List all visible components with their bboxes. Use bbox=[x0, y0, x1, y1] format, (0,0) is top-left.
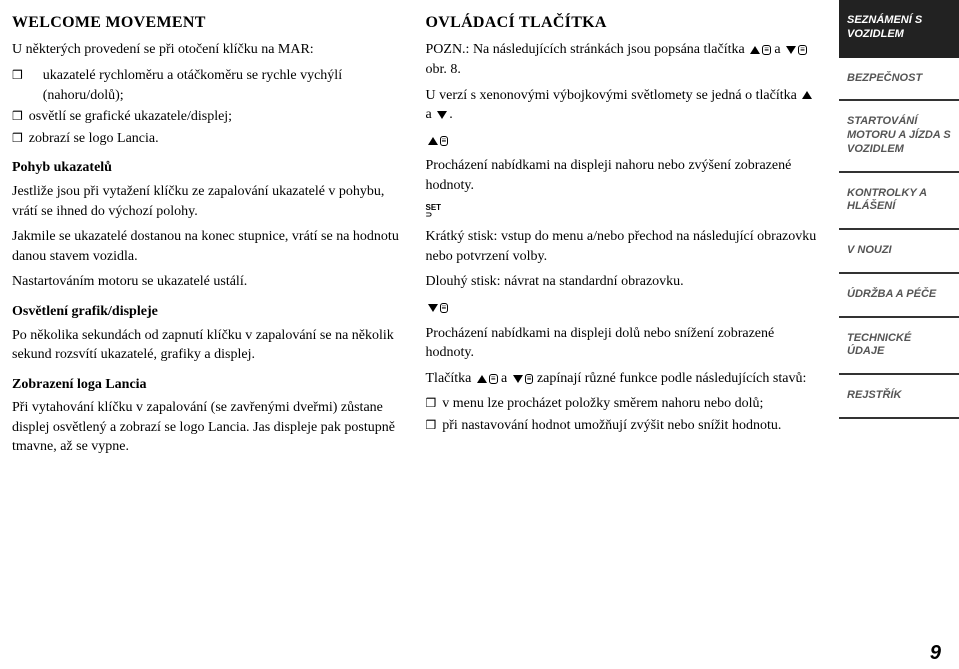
paragraph: Krátký stisk: vstup do menu a/nebo přech… bbox=[426, 227, 820, 266]
heading-ovladaci: OVLÁDACÍ TLAČÍTKA bbox=[426, 12, 820, 34]
paragraph-xenon: U verzí s xenonovými výbojkovými světlom… bbox=[426, 86, 820, 125]
set-icon: SET⊃ bbox=[426, 204, 442, 218]
paragraph: Procházení nabídkami na displeji nahoru … bbox=[426, 156, 820, 195]
scroll-icon: ≡ bbox=[440, 136, 449, 146]
triangle-down-icon bbox=[786, 40, 796, 60]
heading-welcome: WELCOME MOVEMENT bbox=[12, 12, 406, 34]
sidebar-item-technicke[interactable]: TECHNICKÉ ÚDAJE bbox=[839, 318, 959, 376]
page-number: 9 bbox=[930, 639, 941, 667]
text-segment: POZN.: Na následujících stránkách jsou p… bbox=[426, 42, 749, 57]
triangle-up-icon bbox=[750, 40, 760, 60]
sidebar-nav: SEZNÁMENÍ S VOZIDLEM BEZPEČNOST STARTOVÁ… bbox=[839, 0, 959, 669]
sidebar-item-bezpecnost[interactable]: BEZPEČNOST bbox=[839, 58, 959, 102]
paragraph-buttons: Tlačítka ≡ a ≡ zapínají různé funkce pod… bbox=[426, 369, 820, 389]
heading-pohyb: Pohyb ukazatelů bbox=[12, 158, 406, 178]
main-content: WELCOME MOVEMENT U některých provedení s… bbox=[0, 0, 839, 669]
scroll-icon: ≡ bbox=[440, 303, 449, 313]
text-segment: . bbox=[449, 107, 453, 122]
triangle-up-icon bbox=[477, 369, 487, 389]
bullet-item: ❒ osvětlí se grafické ukazatele/displej; bbox=[12, 107, 406, 127]
scroll-icon: ≡ bbox=[798, 45, 807, 55]
text-segment: a bbox=[498, 371, 511, 386]
bullet-text: zobrazí se logo Lancia. bbox=[29, 129, 406, 149]
text-segment: U verzí s xenonovými výbojkovými světlom… bbox=[426, 88, 801, 103]
paragraph: Po několika sekundách od zapnutí klíčku … bbox=[12, 326, 406, 365]
paragraph: Při vytahování klíčku v zapalování (se z… bbox=[12, 398, 406, 457]
triangle-up-icon bbox=[802, 86, 812, 106]
paragraph: Nastartováním motoru se ukazatelé ustálí… bbox=[12, 272, 406, 292]
right-column: OVLÁDACÍ TLAČÍTKA POZN.: Na následujícíc… bbox=[426, 12, 820, 657]
sidebar-item-rejstrik[interactable]: REJSTŘÍK bbox=[839, 375, 959, 419]
icon-line: SET⊃ bbox=[426, 202, 820, 222]
sidebar-item-startovani[interactable]: STARTOVÁNÍ MOTORU A JÍZDA S VOZIDLEM bbox=[839, 101, 959, 172]
paragraph: Jestliže jsou při vytažení klíčku ze zap… bbox=[12, 182, 406, 221]
paragraph: Dlouhý stisk: návrat na standardní obraz… bbox=[426, 272, 820, 292]
sidebar-item-seznameni[interactable]: SEZNÁMENÍ S VOZIDLEM bbox=[839, 0, 959, 58]
text-segment: zapínají různé funkce podle následujícíc… bbox=[533, 371, 806, 386]
triangle-down-icon bbox=[428, 298, 438, 318]
paragraph-note: POZN.: Na následujících stránkách jsou p… bbox=[426, 40, 820, 79]
text-segment: Tlačítka bbox=[426, 371, 475, 386]
paragraph: Procházení nabídkami na displeji dolů ne… bbox=[426, 324, 820, 363]
bullet-item: ❒v menu lze procházet položky směrem nah… bbox=[426, 394, 820, 414]
bullet-text: v menu lze procházet položky směrem naho… bbox=[442, 394, 819, 414]
scroll-icon: ≡ bbox=[762, 45, 771, 55]
bullet-text: při nastavování hodnot umožňují zvýšit n… bbox=[442, 416, 819, 436]
heading-logo: Zobrazení loga Lancia bbox=[12, 375, 406, 395]
sidebar-item-nouzi[interactable]: V NOUZI bbox=[839, 230, 959, 274]
icon-line: ≡ bbox=[426, 131, 820, 151]
text-segment: a bbox=[771, 42, 784, 57]
text-segment: a bbox=[426, 107, 436, 122]
text-segment: obr. 8. bbox=[426, 62, 461, 77]
bullet-mark: ❒ bbox=[12, 129, 23, 149]
scroll-icon: ≡ bbox=[489, 374, 498, 384]
bullet-mark: ❒ bbox=[426, 394, 437, 414]
bullet-item: ❒při nastavování hodnot umožňují zvýšit … bbox=[426, 416, 820, 436]
triangle-down-icon bbox=[437, 105, 447, 125]
bullet-mark: ❒ bbox=[426, 416, 437, 436]
bullet-mark: ❒ bbox=[12, 107, 23, 127]
bullet-text: osvětlí se grafické ukazatele/displej; bbox=[29, 107, 406, 127]
bullet-mark: ❒ bbox=[12, 66, 23, 105]
sidebar-item-kontrolky[interactable]: KONTROLKY A HLÁŠENÍ bbox=[839, 173, 959, 231]
intro-text: U některých provedení se při otočení klí… bbox=[12, 40, 406, 60]
paragraph: Jakmile se ukazatelé dostanou na konec s… bbox=[12, 227, 406, 266]
triangle-down-icon bbox=[513, 369, 523, 389]
bullet-text: ukazatelé rychloměru a otáčkoměru se ryc… bbox=[43, 66, 406, 105]
heading-osvetleni: Osvětlení grafik/displeje bbox=[12, 302, 406, 322]
bullet-item: ❒ ukazatelé rychloměru a otáčkoměru se ry… bbox=[12, 66, 406, 105]
icon-line: ≡ bbox=[426, 298, 820, 318]
sidebar-item-udrzba[interactable]: ÚDRŽBA A PÉČE bbox=[839, 274, 959, 318]
left-column: WELCOME MOVEMENT U některých provedení s… bbox=[12, 12, 406, 657]
triangle-up-icon bbox=[428, 131, 438, 151]
bullet-item: ❒ zobrazí se logo Lancia. bbox=[12, 129, 406, 149]
